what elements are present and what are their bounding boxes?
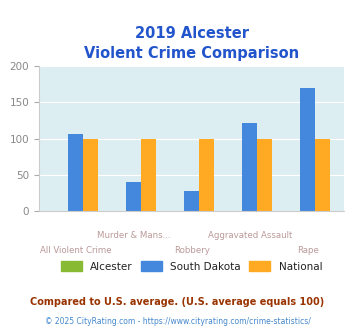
Bar bbox=[199, 139, 214, 211]
Text: Rape: Rape bbox=[297, 246, 319, 255]
Bar bbox=[184, 191, 199, 211]
Bar bbox=[315, 139, 331, 211]
Text: Murder & Mans...: Murder & Mans... bbox=[97, 231, 170, 240]
Text: © 2025 CityRating.com - https://www.cityrating.com/crime-statistics/: © 2025 CityRating.com - https://www.city… bbox=[45, 317, 310, 326]
Title: 2019 Alcester
Violent Crime Comparison: 2019 Alcester Violent Crime Comparison bbox=[84, 26, 299, 61]
Bar bbox=[126, 182, 141, 211]
Bar bbox=[242, 123, 257, 211]
Text: Robbery: Robbery bbox=[174, 246, 210, 255]
Legend: Alcester, South Dakota, National: Alcester, South Dakota, National bbox=[57, 257, 326, 276]
Text: All Violent Crime: All Violent Crime bbox=[40, 246, 111, 255]
Bar bbox=[141, 139, 156, 211]
Bar bbox=[68, 134, 83, 211]
Bar bbox=[257, 139, 272, 211]
Bar bbox=[300, 88, 315, 211]
Text: Compared to U.S. average. (U.S. average equals 100): Compared to U.S. average. (U.S. average … bbox=[31, 297, 324, 307]
Bar bbox=[83, 139, 98, 211]
Text: Aggravated Assault: Aggravated Assault bbox=[208, 231, 292, 240]
